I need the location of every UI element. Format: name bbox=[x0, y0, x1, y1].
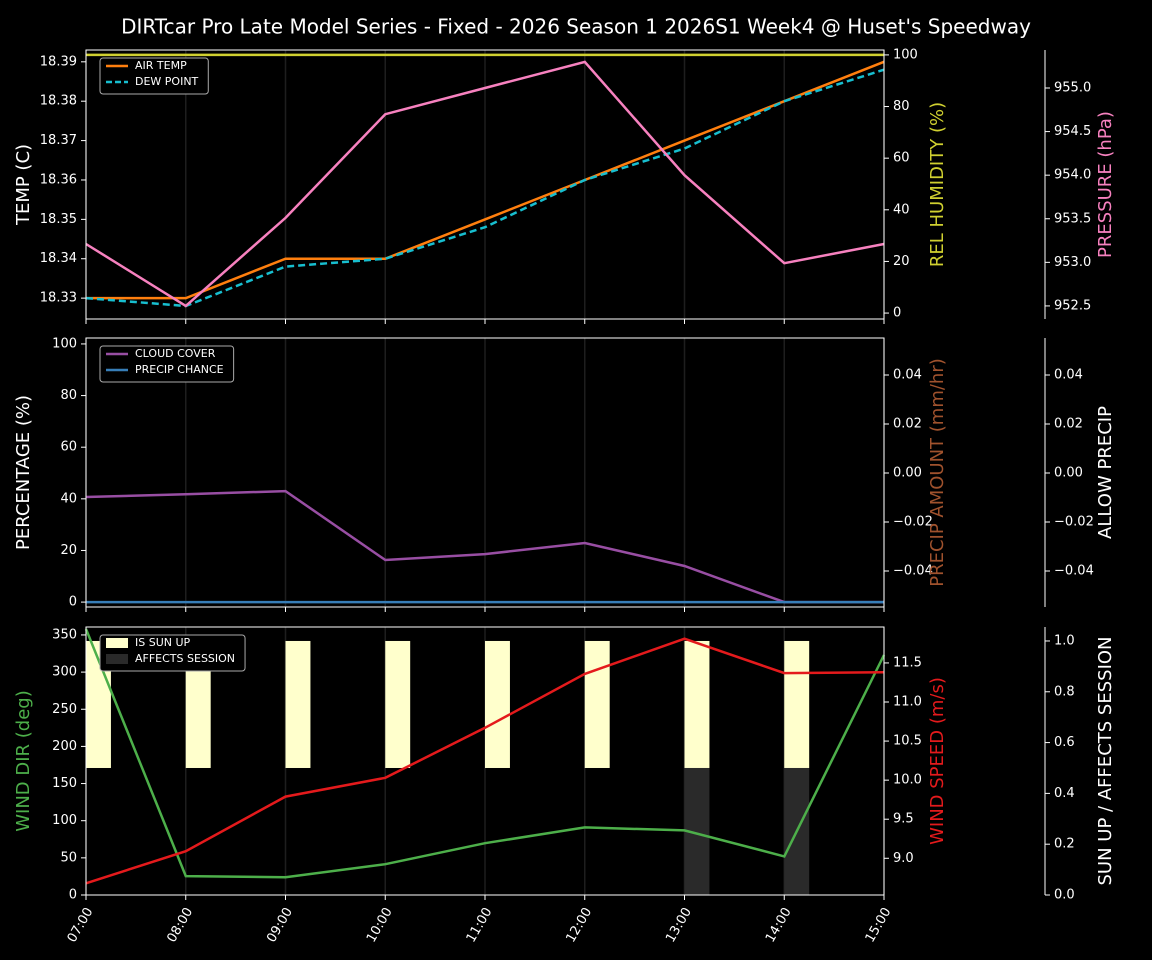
y2-tick-label: 9.0 bbox=[893, 851, 914, 866]
bar bbox=[684, 640, 710, 768]
y2-tick-label: 11.0 bbox=[893, 695, 922, 710]
y-tick-label: 350 bbox=[52, 627, 77, 642]
y3-tick-label: 0.8 bbox=[1054, 684, 1075, 699]
y2-tick-label: 20 bbox=[893, 254, 910, 269]
legend-swatch bbox=[106, 654, 128, 664]
y2-tick-label: 10.0 bbox=[893, 773, 922, 788]
legend: AIR TEMP DEW POINT bbox=[99, 57, 209, 95]
plot-frame bbox=[85, 337, 885, 608]
y2-tick-label: 60 bbox=[893, 151, 910, 166]
y2-axis-label: REL HUMIDITY (%) bbox=[927, 102, 948, 267]
line bbox=[86, 60, 885, 300]
plot-frame bbox=[85, 49, 885, 320]
y-tick-label: 300 bbox=[52, 665, 77, 680]
legend-label: AIR TEMP bbox=[135, 59, 187, 72]
y-tick-label: 50 bbox=[60, 850, 77, 865]
bar bbox=[485, 640, 510, 768]
y3-axis-label: PRESSURE (hPa) bbox=[1095, 111, 1116, 258]
y3-tick-label: 0.0 bbox=[1054, 888, 1075, 903]
y-tick-label: 18.39 bbox=[40, 54, 77, 69]
bar bbox=[385, 640, 411, 768]
y3-tick-label: 0.02 bbox=[1054, 416, 1083, 431]
y3-tick-label: 955.0 bbox=[1054, 81, 1091, 96]
y3-tick-label: 953.0 bbox=[1054, 255, 1091, 270]
y3-axis-label: ALLOW PRECIP bbox=[1095, 406, 1116, 539]
y2-tick-label: 0.02 bbox=[893, 416, 922, 431]
legend-label: AFFECTS SESSION bbox=[135, 652, 235, 665]
y3-tick-label: 0.4 bbox=[1054, 786, 1075, 801]
y-axis-label: PERCENTAGE (%) bbox=[13, 395, 34, 550]
y3-tick-label: 0.6 bbox=[1054, 735, 1075, 750]
y-tick-label: 18.35 bbox=[40, 212, 77, 227]
legend-label: DEW POINT bbox=[135, 75, 199, 88]
y-tick-label: 40 bbox=[60, 491, 77, 506]
y3-tick-label: 0.00 bbox=[1054, 465, 1083, 480]
bar bbox=[784, 640, 810, 768]
y-tick-label: 18.37 bbox=[40, 133, 77, 148]
y2-tick-label: 40 bbox=[893, 202, 910, 217]
legend-label: CLOUD COVER bbox=[135, 347, 216, 360]
y-axis-label: TEMP (C) bbox=[13, 144, 34, 226]
y2-tick-label: 11.5 bbox=[893, 655, 922, 670]
y3-tick-label: −0.04 bbox=[1054, 563, 1094, 578]
legend-box bbox=[99, 345, 235, 383]
line bbox=[84, 628, 886, 879]
y3-tick-label: 952.5 bbox=[1054, 298, 1091, 313]
plot-frame bbox=[85, 626, 885, 896]
bar bbox=[285, 640, 311, 768]
y2-tick-label: 0 bbox=[893, 306, 901, 321]
y2-axis-label: WIND SPEED (m/s) bbox=[927, 677, 948, 845]
y-tick-label: 18.33 bbox=[40, 291, 77, 306]
y-tick-label: 100 bbox=[52, 813, 77, 828]
y-tick-label: 18.34 bbox=[40, 251, 77, 266]
legend-label: PRECIP CHANCE bbox=[135, 363, 224, 376]
y2-tick-label: 9.5 bbox=[893, 812, 914, 827]
y2-tick-label: 100 bbox=[893, 47, 918, 62]
y2-tick-label: −0.02 bbox=[893, 514, 933, 529]
line bbox=[85, 68, 885, 308]
y-tick-label: 200 bbox=[52, 739, 77, 754]
line bbox=[85, 60, 885, 308]
legend: CLOUD COVER PRECIP CHANCE bbox=[99, 345, 235, 383]
y2-tick-label: 0.00 bbox=[893, 465, 922, 480]
y2-tick-label: 80 bbox=[893, 99, 910, 114]
y-tick-label: 0 bbox=[69, 888, 77, 903]
y3-tick-label: 954.5 bbox=[1054, 124, 1091, 139]
y2-axis-label: PRECIP AMOUNT (mm/hr) bbox=[927, 358, 948, 587]
line bbox=[85, 637, 885, 885]
y-tick-label: 250 bbox=[52, 702, 77, 717]
y-tick-label: 150 bbox=[52, 776, 77, 791]
y3-tick-label: 0.2 bbox=[1054, 837, 1075, 852]
y3-tick-label: 1.0 bbox=[1054, 633, 1075, 648]
bar bbox=[584, 640, 610, 768]
y3-tick-label: −0.02 bbox=[1054, 514, 1094, 529]
legend-label: IS SUN UP bbox=[135, 636, 191, 649]
y-tick-label: 20 bbox=[60, 543, 77, 558]
y2-tick-label: −0.04 bbox=[893, 563, 933, 578]
y3-axis-label: SUN UP / AFFECTS SESSION bbox=[1095, 636, 1116, 885]
legend-swatch bbox=[106, 638, 128, 648]
legend-box bbox=[99, 634, 246, 672]
chart-title: DIRTcar Pro Late Model Series - Fixed - … bbox=[121, 15, 1031, 39]
y-tick-label: 60 bbox=[60, 440, 77, 455]
legend: IS SUN UP AFFECTS SESSION bbox=[99, 634, 246, 672]
y-tick-label: 0 bbox=[69, 595, 77, 610]
line bbox=[85, 489, 884, 604]
y2-tick-label: 10.5 bbox=[893, 734, 922, 749]
y-tick-label: 100 bbox=[52, 336, 77, 351]
y3-tick-label: 0.04 bbox=[1054, 367, 1083, 382]
y3-tick-label: 954.0 bbox=[1054, 168, 1091, 183]
y-axis-label: WIND DIR (deg) bbox=[13, 690, 34, 832]
y-tick-label: 18.36 bbox=[40, 172, 77, 187]
y3-tick-label: 953.5 bbox=[1054, 211, 1091, 226]
y2-tick-label: 0.04 bbox=[893, 367, 922, 382]
y-tick-label: 80 bbox=[60, 388, 77, 403]
y-tick-label: 18.38 bbox=[40, 94, 77, 109]
